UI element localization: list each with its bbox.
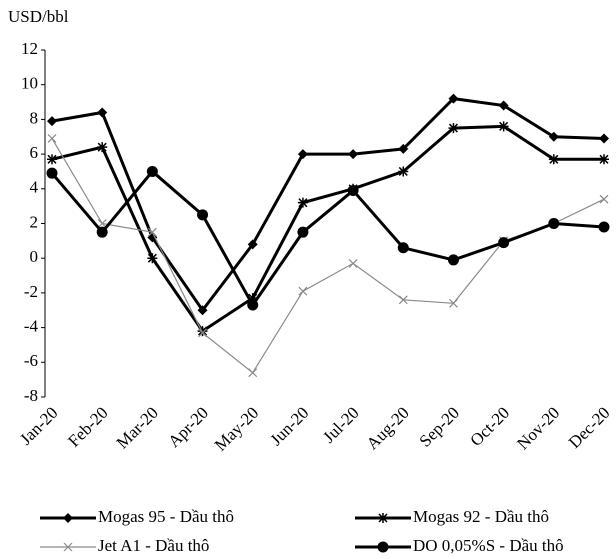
x-tick-label: Oct-20	[466, 403, 513, 450]
point-marker	[146, 165, 158, 177]
legend-marker	[63, 513, 73, 523]
point-marker	[498, 121, 509, 132]
legend-marker	[377, 541, 389, 553]
y-tick-label: -2	[24, 282, 38, 301]
point-marker	[397, 242, 409, 254]
point-marker	[598, 221, 610, 233]
series-line	[51, 96, 605, 313]
point-marker	[198, 328, 207, 338]
point-marker	[147, 227, 157, 237]
point-marker	[47, 134, 57, 143]
y-tick-label: 0	[30, 247, 39, 266]
y-axis-label: USD/bbl	[8, 7, 69, 26]
point-marker	[548, 154, 559, 165]
point-marker	[599, 154, 609, 165]
x-tick-label: Apr-20	[164, 403, 212, 451]
legend-marker	[63, 542, 73, 552]
point-marker	[498, 237, 510, 249]
point-marker	[197, 326, 208, 337]
legend-marker	[378, 513, 388, 523]
y-tick-label: 2	[30, 212, 39, 231]
series-line	[51, 138, 605, 374]
y-tick-label: 12	[21, 39, 38, 58]
point-marker	[97, 219, 107, 228]
point-marker	[548, 218, 560, 229]
point-marker	[96, 226, 108, 238]
y-tick-label: -8	[24, 386, 38, 405]
point-marker	[247, 239, 258, 250]
point-marker	[298, 286, 308, 296]
point-marker	[197, 209, 209, 221]
y-tick-label: -6	[24, 351, 38, 370]
x-tick-label: Jan-20	[16, 403, 61, 448]
point-marker	[548, 131, 559, 142]
legend-label: Jet A1 - Dầu thô	[98, 536, 209, 555]
point-marker	[197, 305, 208, 316]
point-marker	[398, 166, 409, 177]
x-tick-label: Nov-20	[513, 403, 563, 453]
y-tick-label: 10	[21, 74, 38, 93]
point-marker	[97, 107, 108, 118]
x-tick-label: May-20	[211, 403, 262, 454]
point-marker	[97, 142, 108, 153]
y-tick-label: -4	[24, 317, 39, 336]
x-tick-label: Dec-20	[565, 403, 614, 452]
point-marker	[447, 254, 459, 266]
point-marker	[449, 298, 458, 308]
point-marker	[247, 293, 258, 304]
x-tick-label: Feb-20	[64, 403, 111, 450]
y-tick-label: 8	[30, 108, 39, 127]
point-marker	[348, 149, 359, 160]
legend-label: Mogas 95 - Dầu thô	[98, 507, 234, 526]
point-marker	[47, 154, 57, 165]
point-marker	[47, 116, 57, 127]
x-tick-label: Jun-20	[266, 403, 312, 449]
point-marker	[297, 226, 309, 238]
y-tick-label: 6	[30, 143, 39, 162]
point-marker	[46, 167, 58, 179]
point-marker	[398, 295, 408, 305]
point-marker	[599, 133, 609, 144]
point-marker	[147, 253, 158, 264]
point-marker	[248, 368, 258, 378]
point-marker	[347, 185, 359, 197]
point-marker	[448, 93, 459, 104]
x-tick-label: Jul-20	[319, 403, 362, 446]
point-marker	[297, 149, 308, 160]
legend-label: DO 0,05%S - Dầu thô	[413, 536, 564, 555]
series-line	[51, 124, 604, 334]
series-line	[50, 169, 605, 308]
x-tick-label: Sep-20	[416, 403, 463, 450]
point-marker	[599, 194, 609, 204]
point-marker	[247, 299, 259, 311]
point-marker	[348, 258, 358, 268]
point-marker	[398, 143, 409, 154]
point-marker	[498, 100, 509, 111]
y-tick-label: 4	[30, 178, 39, 197]
x-tick-label: Aug-20	[363, 403, 413, 453]
legend-label: Mogas 92 - Dầu thô	[413, 507, 549, 526]
point-marker	[448, 123, 459, 134]
point-marker	[297, 197, 308, 208]
x-tick-label: Mar-20	[113, 403, 162, 452]
